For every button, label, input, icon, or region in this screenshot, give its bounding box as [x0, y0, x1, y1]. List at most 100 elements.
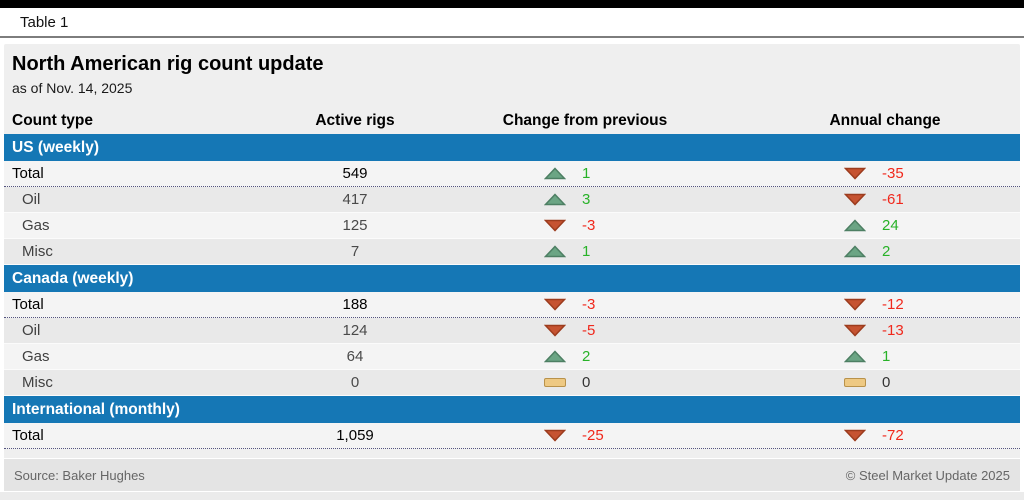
change-value: -72 — [882, 427, 904, 444]
annual-change-cell: 24 — [750, 217, 1020, 234]
table-row: Gas 125 -3 24 — [4, 213, 1020, 239]
column-header-annual-change: Annual change — [829, 111, 941, 129]
active-rigs-value: 125 — [342, 217, 368, 234]
change-value: -3 — [582, 296, 596, 313]
row-label: Total — [12, 296, 44, 313]
row-label: Gas — [22, 348, 50, 365]
down-arrow-icon — [844, 167, 866, 180]
annual-change-cell: -72 — [750, 427, 1020, 444]
row-label: Oil — [22, 191, 41, 208]
rig-count-table-panel: North American rig count update as of No… — [4, 44, 1020, 491]
flat-dash-icon — [844, 378, 866, 387]
annual-change-cell: 2 — [750, 243, 1020, 260]
up-arrow-icon — [544, 193, 566, 206]
row-label: Total — [12, 427, 44, 444]
change-value: 2 — [882, 243, 891, 260]
table-number-label: Table 1 — [20, 13, 69, 31]
change-value: -61 — [882, 191, 904, 208]
change-value: -13 — [882, 322, 904, 339]
change-value: 3 — [582, 191, 591, 208]
change-from-previous-cell: -3 — [420, 296, 750, 313]
bottom-gray-strip — [0, 492, 1024, 500]
column-header-row: Count type Active rigs Change from previ… — [4, 107, 1020, 134]
active-rigs-value: 0 — [350, 374, 360, 391]
active-rigs-value: 64 — [346, 348, 364, 365]
change-from-previous-cell: -3 — [420, 217, 750, 234]
flat-dash-icon — [544, 378, 566, 387]
up-arrow-icon — [844, 245, 866, 258]
down-arrow-icon — [844, 193, 866, 206]
active-rigs-value: 549 — [342, 165, 368, 182]
section-header-label: Canada (weekly) — [12, 270, 134, 287]
copyright-notice: © Steel Market Update 2025 — [845, 467, 1010, 483]
active-rigs-value: 7 — [350, 243, 360, 260]
annual-change-cell: -13 — [750, 322, 1020, 339]
change-value: -5 — [582, 322, 596, 339]
change-value: 1 — [582, 165, 591, 182]
chart-subtitle: as of Nov. 14, 2025 — [12, 80, 133, 96]
section-header: Canada (weekly) — [4, 265, 1020, 292]
header-divider — [0, 36, 1024, 38]
table-body: US (weekly) Total 549 1 -35 Oil 417 3 -61 Gas 125 -… — [4, 134, 1020, 449]
change-value: 0 — [882, 374, 891, 391]
change-from-previous-cell: 1 — [420, 165, 750, 182]
table-row: Oil 124 -5 -13 — [4, 318, 1020, 344]
change-value: 24 — [882, 217, 899, 234]
table-row: Gas 64 2 1 — [4, 344, 1020, 370]
table-row: Total 1,059 -25 -72 — [4, 423, 1020, 449]
column-header-active-rigs: Active rigs — [315, 111, 395, 129]
change-value: -25 — [582, 427, 604, 444]
section-header-label: US (weekly) — [12, 139, 100, 156]
active-rigs-value: 188 — [342, 296, 368, 313]
change-from-previous-cell: 0 — [420, 374, 750, 391]
change-value: 2 — [582, 348, 591, 365]
annual-change-cell: 1 — [750, 348, 1020, 365]
section-header: US (weekly) — [4, 134, 1020, 161]
change-value: 0 — [582, 374, 591, 391]
column-header-count-type: Count type — [12, 111, 93, 129]
down-arrow-icon — [544, 219, 566, 232]
table-row: Misc 0 0 0 — [4, 370, 1020, 396]
up-arrow-icon — [544, 350, 566, 363]
change-value: 1 — [582, 243, 591, 260]
change-value: -3 — [582, 217, 596, 234]
section-header: International (monthly) — [4, 396, 1020, 423]
change-value: -35 — [882, 165, 904, 182]
annual-change-cell: 0 — [750, 374, 1020, 391]
row-label: Misc — [22, 374, 53, 391]
down-arrow-icon — [844, 298, 866, 311]
down-arrow-icon — [544, 324, 566, 337]
table-row: Total 549 1 -35 — [4, 161, 1020, 187]
annual-change-cell: -35 — [750, 165, 1020, 182]
column-header-change-prev: Change from previous — [502, 111, 668, 129]
table-row: Misc 7 1 2 — [4, 239, 1020, 265]
down-arrow-icon — [844, 429, 866, 442]
change-from-previous-cell: -5 — [420, 322, 750, 339]
down-arrow-icon — [544, 298, 566, 311]
section-header-label: International (monthly) — [12, 401, 180, 418]
up-arrow-icon — [544, 167, 566, 180]
change-value: 1 — [882, 348, 891, 365]
change-from-previous-cell: 1 — [420, 243, 750, 260]
active-rigs-value: 124 — [342, 322, 368, 339]
row-label: Total — [12, 165, 44, 182]
annual-change-cell: -12 — [750, 296, 1020, 313]
chart-title: North American rig count update — [12, 53, 324, 75]
down-arrow-icon — [844, 324, 866, 337]
annual-change-cell: -61 — [750, 191, 1020, 208]
table-number-row: Table 1 — [0, 8, 1024, 36]
row-label: Gas — [22, 217, 50, 234]
row-label: Misc — [22, 243, 53, 260]
change-from-previous-cell: 2 — [420, 348, 750, 365]
footer-bar: Source: Baker Hughes © Steel Market Upda… — [4, 458, 1020, 491]
change-from-previous-cell: -25 — [420, 427, 750, 444]
up-arrow-icon — [844, 350, 866, 363]
table-row: Oil 417 3 -61 — [4, 187, 1020, 213]
down-arrow-icon — [544, 429, 566, 442]
table-row: Total 188 -3 -12 — [4, 292, 1020, 318]
up-arrow-icon — [844, 219, 866, 232]
active-rigs-value: 417 — [342, 191, 368, 208]
change-from-previous-cell: 3 — [420, 191, 750, 208]
active-rigs-value: 1,059 — [336, 427, 374, 444]
top-black-bar — [0, 0, 1024, 8]
